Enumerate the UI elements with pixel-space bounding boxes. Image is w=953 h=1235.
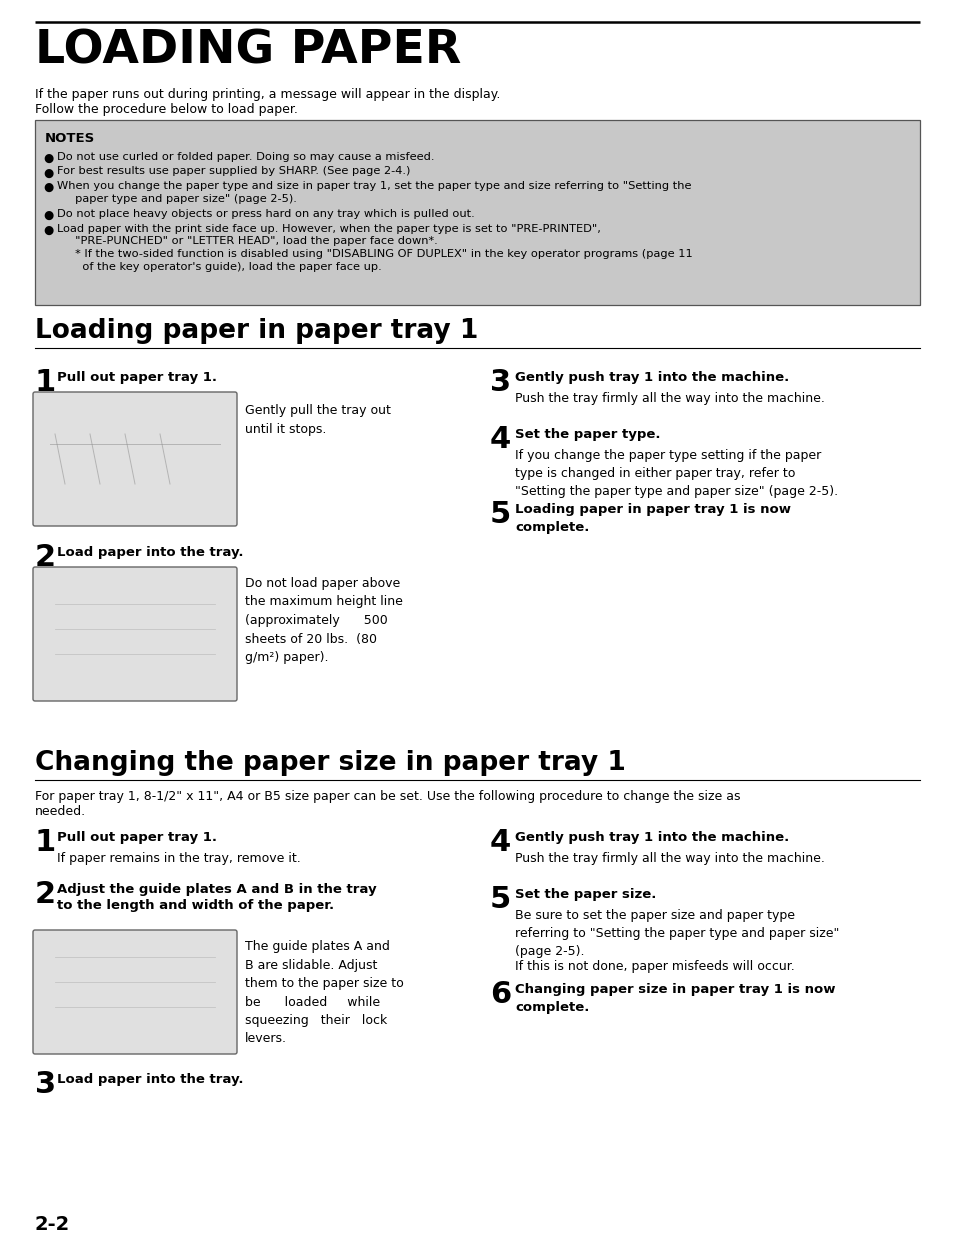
Bar [35,120,919,305]
Text: If this is not done, paper misfeeds will occur.: If this is not done, paper misfeeds will… [515,960,794,973]
Text: Load paper into the tray.: Load paper into the tray. [57,546,243,559]
Text: Load paper into the tray.: Load paper into the tray. [57,1073,243,1086]
FancyBboxPatch shape [33,391,236,526]
Text: Gently push tray 1 into the machine.: Gently push tray 1 into the machine. [515,370,788,384]
Text: Gently push tray 1 into the machine.: Gently push tray 1 into the machine. [515,831,788,844]
Text: The guide plates A and
B are slidable. Adjust
them to the paper size to
be      : The guide plates A and B are slidable. A… [245,940,403,1046]
Text: 3: 3 [490,368,511,396]
Text: Push the tray firmly all the way into the machine.: Push the tray firmly all the way into th… [515,852,824,864]
FancyBboxPatch shape [33,930,236,1053]
Text: 2: 2 [35,543,56,572]
Text: ●: ● [43,167,53,179]
Text: 5: 5 [490,885,511,914]
Text: Changing paper size in paper tray 1 is now
complete.: Changing paper size in paper tray 1 is n… [515,983,835,1014]
FancyBboxPatch shape [33,567,236,701]
Text: Loading paper in paper tray 1 is now
complete.: Loading paper in paper tray 1 is now com… [515,503,790,534]
Text: When you change the paper type and size in paper tray 1, set the paper type and : When you change the paper type and size … [57,182,691,204]
Text: 4: 4 [490,827,511,857]
Text: If paper remains in the tray, remove it.: If paper remains in the tray, remove it. [57,852,300,864]
Text: 2: 2 [35,881,56,909]
Text: Push the tray firmly all the way into the machine.: Push the tray firmly all the way into th… [515,391,824,405]
Text: needed.: needed. [35,805,86,818]
Text: ●: ● [43,182,53,194]
Text: 5: 5 [490,500,511,529]
Text: 1: 1 [35,368,56,396]
Text: Pull out paper tray 1.: Pull out paper tray 1. [57,370,216,384]
Text: Changing the paper size in paper tray 1: Changing the paper size in paper tray 1 [35,750,625,776]
Text: Gently pull the tray out
until it stops.: Gently pull the tray out until it stops. [245,404,391,436]
Text: 2-2: 2-2 [35,1215,71,1234]
Text: Load paper with the print side face up. However, when the paper type is set to ": Load paper with the print side face up. … [57,224,692,272]
Text: For best results use paper supplied by SHARP. (See page 2-4.): For best results use paper supplied by S… [57,167,410,177]
Text: For paper tray 1, 8-1/2" x 11", A4 or B5 size paper can be set. Use the followin: For paper tray 1, 8-1/2" x 11", A4 or B5… [35,790,740,803]
Text: Set the paper type.: Set the paper type. [515,429,659,441]
Text: 1: 1 [35,827,56,857]
Text: 4: 4 [490,425,511,454]
Text: Loading paper in paper tray 1: Loading paper in paper tray 1 [35,317,477,345]
Text: LOADING PAPER: LOADING PAPER [35,28,461,73]
Text: Set the paper size.: Set the paper size. [515,888,656,902]
Text: Be sure to set the paper size and paper type
referring to "Setting the paper typ: Be sure to set the paper size and paper … [515,909,839,958]
Text: Pull out paper tray 1.: Pull out paper tray 1. [57,831,216,844]
Text: If the paper runs out during printing, a message will appear in the display.: If the paper runs out during printing, a… [35,88,500,101]
Text: If you change the paper type setting if the paper
type is changed in either pape: If you change the paper type setting if … [515,450,838,498]
Text: Do not use curled or folded paper. Doing so may cause a misfeed.: Do not use curled or folded paper. Doing… [57,152,434,162]
Text: ●: ● [43,152,53,165]
Text: Follow the procedure below to load paper.: Follow the procedure below to load paper… [35,103,297,116]
Text: ●: ● [43,209,53,222]
Text: Do not load paper above
the maximum height line
(approximately      500
sheets o: Do not load paper above the maximum heig… [245,577,402,664]
Text: Adjust the guide plates A and B in the tray
to the length and width of the paper: Adjust the guide plates A and B in the t… [57,883,376,913]
Text: Do not place heavy objects or press hard on any tray which is pulled out.: Do not place heavy objects or press hard… [57,209,475,219]
Text: 3: 3 [35,1070,56,1099]
Text: NOTES: NOTES [45,132,95,144]
Text: 6: 6 [490,981,511,1009]
Text: ●: ● [43,224,53,236]
